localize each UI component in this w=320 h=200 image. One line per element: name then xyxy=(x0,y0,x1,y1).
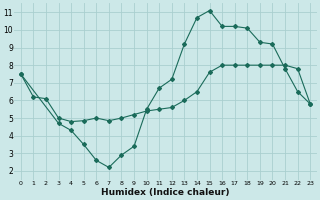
X-axis label: Humidex (Indice chaleur): Humidex (Indice chaleur) xyxy=(101,188,230,197)
